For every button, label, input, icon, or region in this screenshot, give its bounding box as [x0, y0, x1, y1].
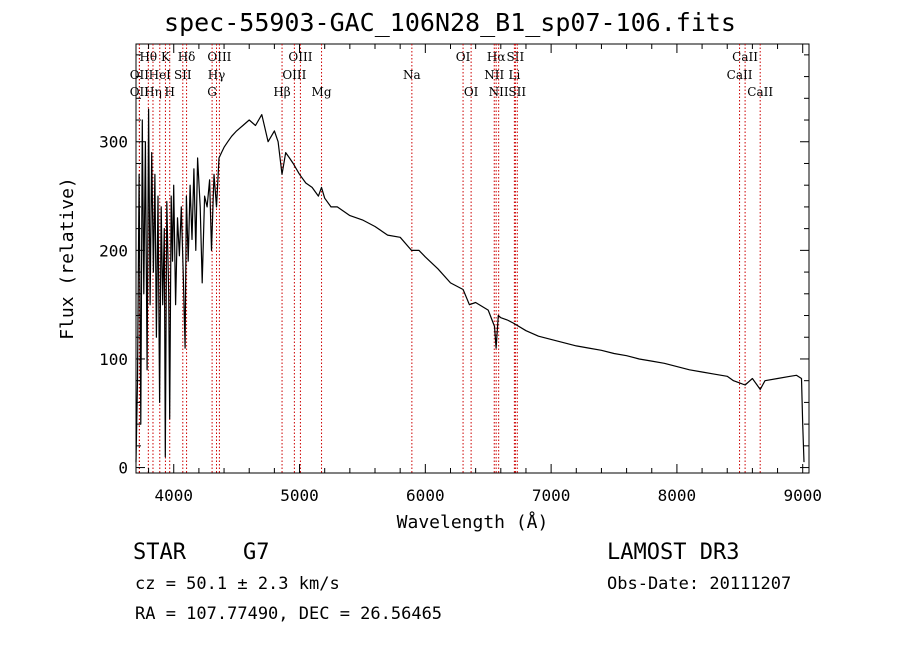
y-tick-label: 200 [99, 241, 128, 260]
chart-title: spec-55903-GAC_106N28_B1_sp07-106.fits [164, 8, 736, 37]
x-tick-label: 4000 [154, 486, 193, 505]
x-tick-label: 6000 [406, 486, 445, 505]
x-axis-label: Wavelength (Å) [397, 511, 549, 533]
spectral-line-label: Li [508, 68, 520, 82]
spectral-line-label: OII [130, 68, 150, 82]
spectral-line-label: OIII [282, 68, 306, 82]
plot-frame [135, 43, 810, 474]
obs-date-text: Obs-Date: 20111207 [607, 574, 792, 594]
x-tick-label: 9000 [783, 486, 822, 505]
spectral-line-label: Na [403, 68, 421, 82]
spectral-line-label: SII [508, 85, 526, 99]
x-tick-label: 5000 [280, 486, 319, 505]
radec-text: RA = 107.77490, DEC = 26.56465 [135, 604, 443, 624]
spectral-line-label: K [161, 50, 171, 64]
spectral-line-label: Mg [312, 85, 332, 99]
spectral-line-label: OIII [288, 50, 312, 64]
spectral-line-label: Hδ [178, 50, 196, 64]
spectral-line-label: G [207, 85, 217, 99]
spectral-line-label: HeI [149, 68, 172, 82]
redshift-text: cz = 50.1 ± 2.3 km/s [135, 574, 340, 594]
y-tick-label: 300 [99, 133, 128, 152]
survey-label: LAMOST DR3 [607, 540, 740, 565]
spectral-line-label: CaII [747, 85, 773, 99]
spectral-line-label: OII [130, 85, 150, 99]
spectral-line-label: CaII [732, 50, 758, 64]
spectral-line-label: CaII [727, 68, 753, 82]
y-tick-label: 0 [118, 459, 128, 478]
subclass-label: G7 [243, 540, 270, 565]
spectral-line-label: OI [456, 50, 471, 64]
spectral-line-label: SII [174, 68, 192, 82]
x-tick-label: 8000 [658, 486, 697, 505]
x-tick-label: 7000 [532, 486, 571, 505]
y-tick-label: 100 [99, 350, 128, 369]
spectral-line-label: Hβ [273, 85, 290, 99]
spectral-line-label: NII [484, 68, 504, 82]
y-axis-label: Flux (relative) [57, 177, 78, 340]
spectral-line-label: OI [464, 85, 479, 99]
spectral-line-label: OIII [207, 50, 231, 64]
spectral-line-label: SII [507, 50, 525, 64]
spectral-line-label: H [164, 85, 174, 99]
spectral-line-label: Hγ [208, 68, 226, 82]
spectral-line-label: Hθ [139, 50, 157, 64]
spectrum-line [135, 108, 805, 463]
spectral-line-label: Hα [487, 50, 506, 64]
spectral-line-label: NII [489, 85, 509, 99]
spectral-line-label: Hη [144, 85, 162, 99]
class-label: STAR [133, 540, 186, 565]
